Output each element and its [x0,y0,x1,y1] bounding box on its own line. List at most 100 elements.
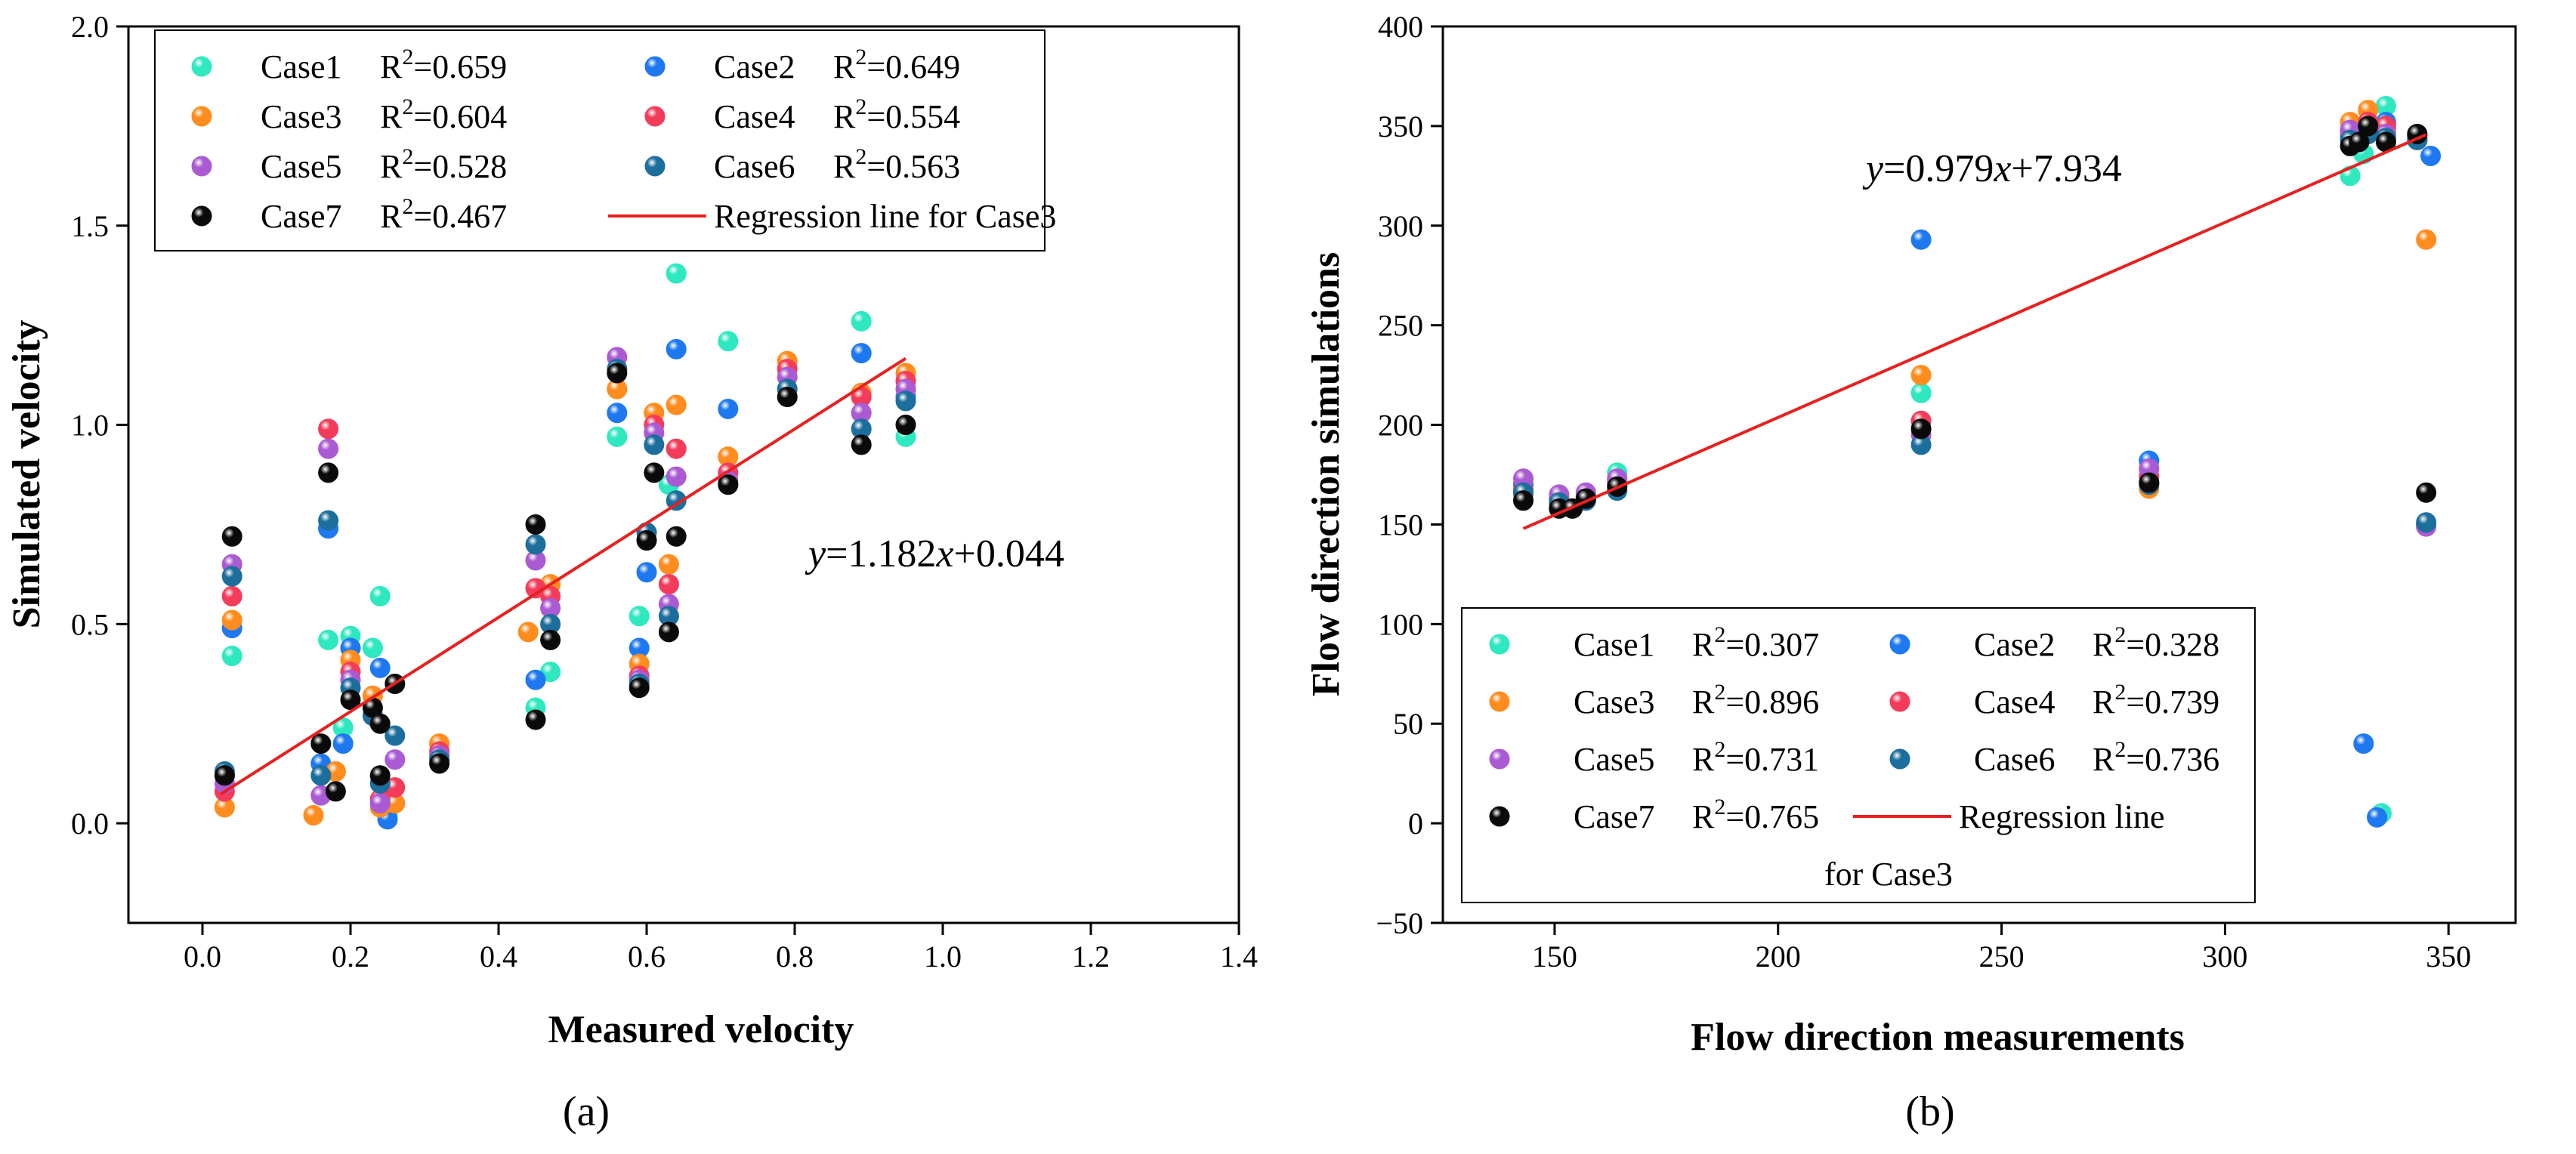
legend-r2: R2=0.659 [380,45,507,85]
point-case7 [318,462,339,483]
legend-label-line2: for Case3 [1824,856,1953,893]
point-case6 [310,765,332,786]
legend-label: Case4 [1974,683,2056,720]
x-tick-label: 0.6 [628,940,666,973]
point-case7 [607,363,628,384]
point-case2 [2353,733,2374,754]
point-case3 [2416,229,2437,250]
x-tick-label: 1.0 [924,940,962,973]
point-case1 [718,331,739,352]
point-case1 [851,310,872,332]
regression-equation-a: y=1.182x+0.044 [805,532,1064,575]
legend-r2: R2=0.765 [1692,795,1819,835]
point-case3 [303,805,324,826]
scatter-points-a [214,263,916,830]
point-case1 [369,585,391,606]
point-case7 [851,434,872,455]
point-case1 [362,637,383,659]
legend-label: Case5 [261,148,342,185]
y-tick-label: 300 [1378,209,1423,243]
point-case6 [666,490,687,511]
point-case6 [525,534,546,555]
point-case2 [1910,229,1932,250]
point-case2 [607,403,628,424]
point-case7 [636,530,657,551]
legend-marker-case2 [644,56,666,77]
regression-line-b [1522,133,2427,530]
legend-box [154,29,1046,251]
point-case2 [525,669,546,690]
x-ticks-a: 0.0 0.2 0.4 0.6 0.8 1.0 1.2 1.4 [184,923,1258,973]
point-case7 [525,709,546,730]
point-case7 [666,526,687,547]
point-case4 [221,585,242,606]
legend-label: Case1 [261,48,342,85]
legend-label: Case2 [1974,626,2056,663]
legend-r2: R2=0.307 [1692,622,1819,663]
legend-marker-case6 [644,156,666,177]
legend-r2: R2=0.731 [1692,737,1819,778]
y-tick-label: 400 [1378,10,1423,44]
point-case7 [2358,116,2379,137]
x-tick-label: 0.4 [480,940,517,973]
point-case1 [221,646,242,667]
point-case3 [1910,365,1932,386]
point-case7 [644,462,665,483]
y-tick-label: −50 [1376,906,1423,940]
point-case7 [2416,482,2437,503]
legend-label: Case5 [1574,741,1655,778]
point-case4 [658,574,679,595]
point-case2 [332,733,354,754]
legend-marker-case1 [191,56,212,77]
y-tick-label: 100 [1378,607,1423,641]
point-case7 [325,781,346,802]
point-case7 [369,713,391,734]
point-case1 [1910,382,1932,403]
legend-r2: R2=0.736 [2093,737,2219,778]
y-tick-label: 250 [1378,309,1423,343]
y-tick-label: 350 [1378,110,1423,143]
legend-marker-case4 [644,106,666,127]
point-case5 [369,793,391,814]
point-case2 [636,562,657,583]
legend-marker-case6 [1889,748,1910,770]
legend-marker-case1 [1489,634,1510,655]
point-case6 [2416,512,2437,533]
legend-r2: R2=0.896 [1692,680,1819,720]
point-case7 [1910,418,1932,440]
legend-label: Case3 [1574,683,1655,720]
legend-marker-case5 [191,156,212,177]
point-case7 [718,474,739,495]
regression-line-a [220,356,907,795]
x-tick-label: 300 [2202,940,2247,973]
legend-label: Case7 [261,198,342,235]
legend-marker-case7 [191,205,212,227]
point-case7 [369,765,391,786]
point-case6 [318,510,339,531]
legend-r2: R2=0.604 [380,94,507,135]
point-case2 [851,343,872,364]
point-case7 [540,629,561,650]
legend-marker-case3 [191,106,212,127]
plot-frame-b [1441,25,2517,924]
x-axis-title-b: Flow direction measurements [1691,1016,2185,1059]
legend-r2: R2=0.328 [2093,622,2219,663]
legend-r2: R2=0.563 [833,144,960,185]
point-case7 [629,677,650,699]
point-case2 [718,398,739,419]
panel-b: 150 200 250 300 350 −50 0 50 100 150 200 250 300 350… [1305,10,2517,1135]
y-tick-label: 0.5 [71,607,109,641]
scatter-points-b [1513,96,2442,828]
legend-marker-case5 [1489,748,1510,770]
x-ticks-b: 150 200 250 300 350 [1532,923,2471,973]
legend-label: Case1 [1574,626,1655,663]
legend-marker-case4 [1889,691,1910,712]
legend-b: Case1 R2=0.307 Case2 R2=0.328 Case3 R2=0.896 C… [1461,607,2256,903]
y-ticks-a: 0.0 0.5 1.0 1.5 2.0 [71,10,128,841]
y-tick-label: 1.0 [71,409,109,443]
legend-marker-case2 [1889,634,1910,655]
point-case2 [666,338,687,359]
y-tick-label: 0 [1408,807,1423,841]
point-case1 [607,426,628,447]
y-axis-title-b: Flow direction simulations [1305,252,1348,696]
